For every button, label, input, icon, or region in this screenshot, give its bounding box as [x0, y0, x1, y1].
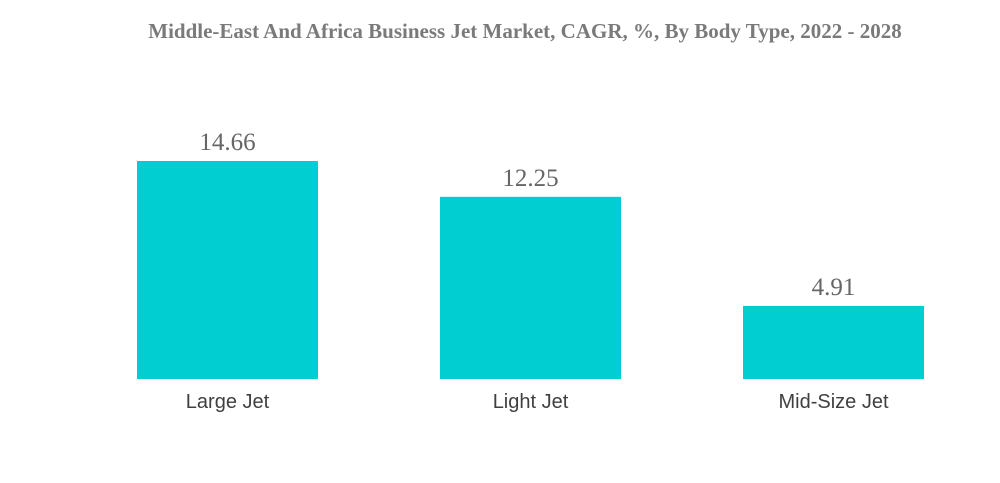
bars-layer: 14.66 Large Jet 12.25 Light Jet 4.91 Mid-Size…	[137, 129, 924, 413]
category-label: Mid-Size Jet	[778, 391, 888, 413]
category-label: Large Jet	[186, 391, 270, 413]
data-label: 14.66	[199, 129, 255, 156]
bar-mid-size-jet	[743, 305, 924, 379]
data-label: 12.25	[502, 165, 558, 192]
bar-light-jet	[440, 196, 621, 379]
data-label: 4.91	[812, 274, 856, 301]
chart-title: Middle-East And Africa Business Jet Mark…	[148, 19, 902, 43]
bar-large-jet	[137, 161, 318, 379]
category-label: Light Jet	[493, 391, 569, 413]
